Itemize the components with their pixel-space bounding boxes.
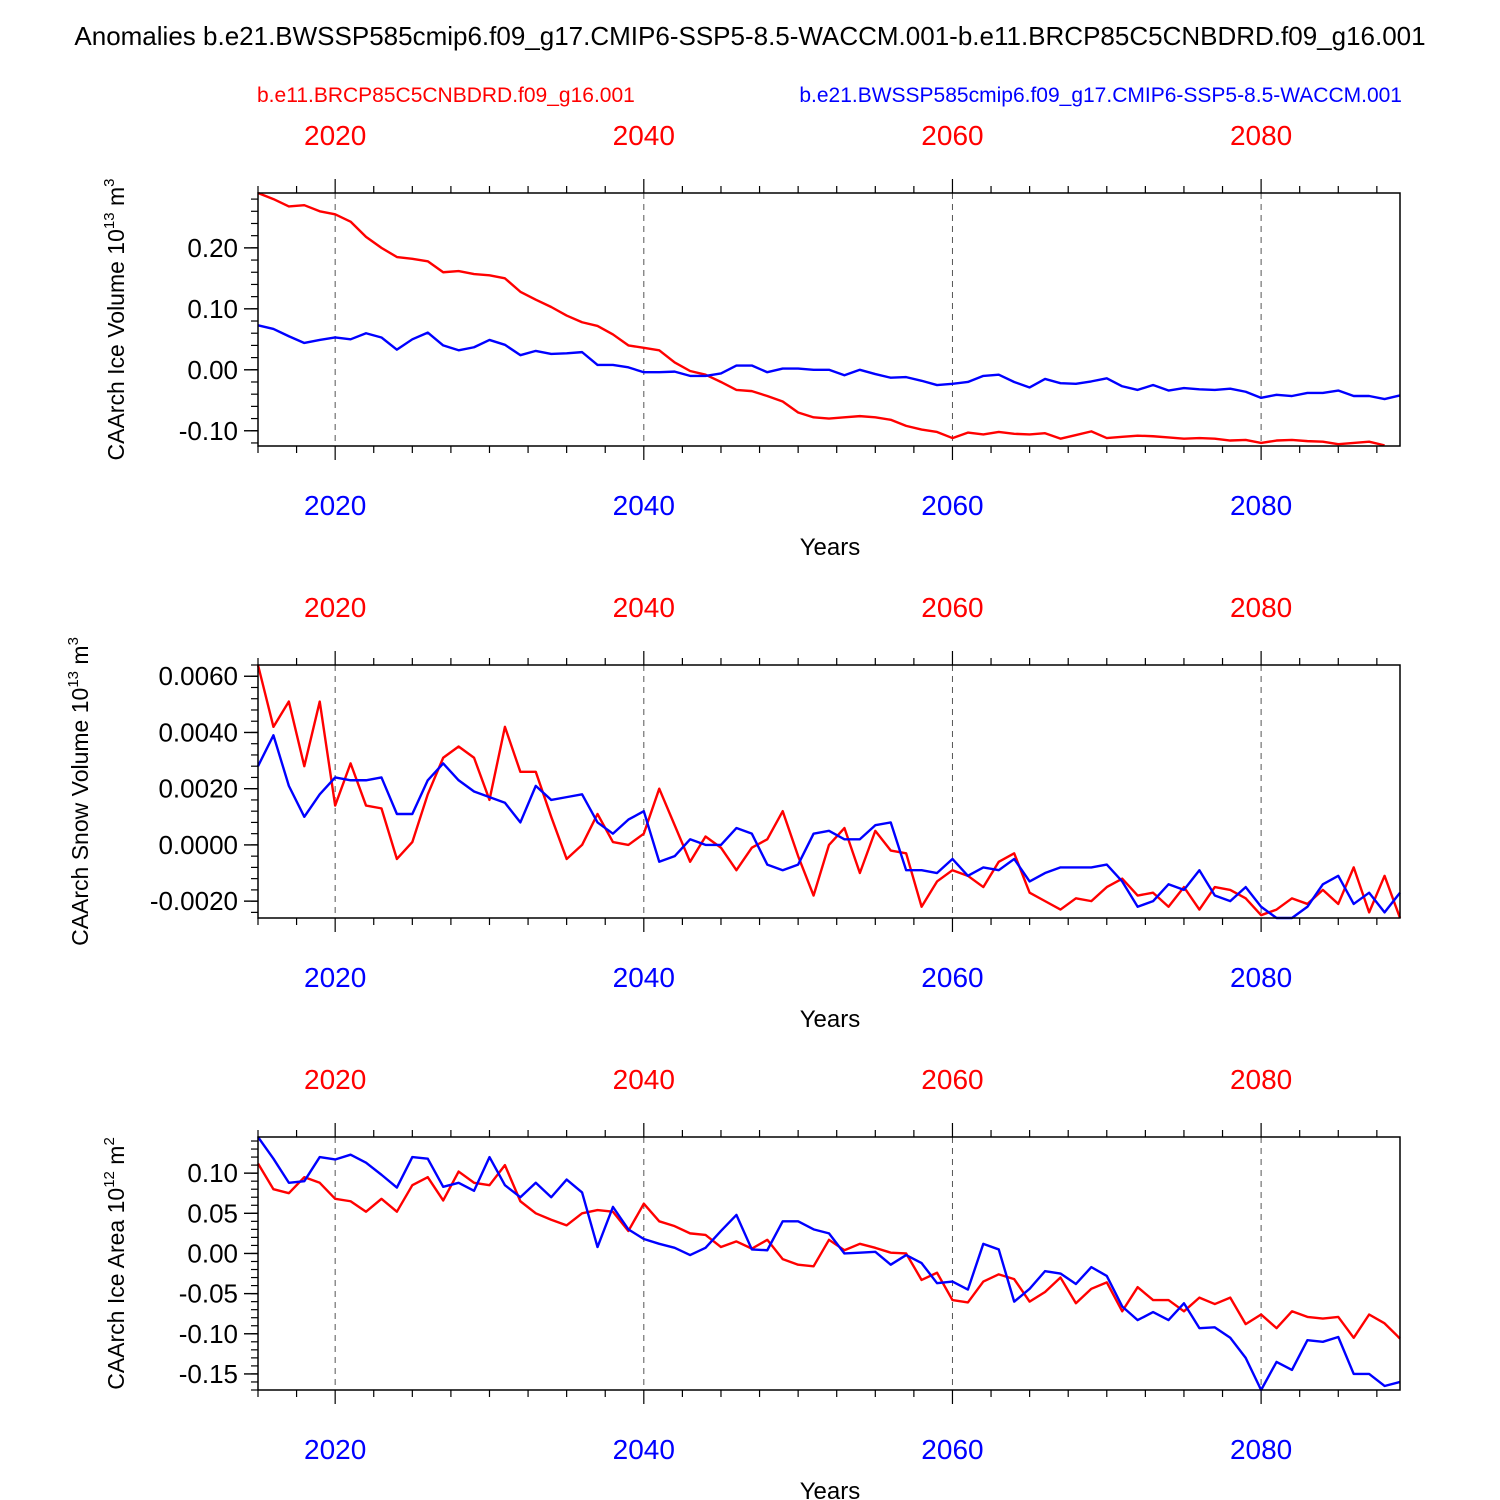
y-axis-label: CAArch Ice Area 1012 m2 xyxy=(101,1137,129,1390)
y-tick-label: 0.0060 xyxy=(158,661,238,691)
series-line-blue xyxy=(257,1136,1401,1392)
x-tick-label-top: 2060 xyxy=(921,592,983,623)
top-margin xyxy=(257,1107,1401,1136)
x-tick-label-bottom: 2060 xyxy=(921,1434,983,1465)
x-tick-label-top: 2060 xyxy=(921,120,983,151)
x-axis-label: Years xyxy=(800,534,861,561)
x-tick-label-top: 2040 xyxy=(613,120,675,151)
chart-title: Anomalies b.e21.BWSSP585cmip6.f09_g17.CM… xyxy=(74,21,1425,51)
y-tick-label: 0.20 xyxy=(187,233,238,263)
x-tick-label-bottom: 2020 xyxy=(304,962,366,993)
x-tick-label-top: 2020 xyxy=(304,120,366,151)
y-tick-label: 0.10 xyxy=(187,294,238,324)
y-tick-label: -0.0020 xyxy=(150,886,238,916)
x-tick-label-top: 2040 xyxy=(613,1064,675,1095)
x-tick-label-bottom: 2060 xyxy=(921,962,983,993)
plot-frame xyxy=(257,664,1401,919)
y-tick-label: -0.10 xyxy=(179,1319,238,1349)
series-line-red xyxy=(256,664,1402,919)
x-tick-label-bottom: 2080 xyxy=(1230,962,1292,993)
y-tick-label: 0.0020 xyxy=(158,774,238,804)
x-axis-label: Years xyxy=(800,1006,861,1033)
x-tick-label-bottom: 2080 xyxy=(1230,490,1292,521)
top-margin xyxy=(257,635,1401,664)
plot-frame xyxy=(257,192,1401,447)
series-line-blue xyxy=(256,734,1401,920)
x-tick-label-bottom: 2040 xyxy=(613,1434,675,1465)
x-tick-label-top: 2040 xyxy=(613,592,675,623)
x-tick-label-top: 2080 xyxy=(1230,1064,1292,1095)
x-tick-label-top: 2080 xyxy=(1230,592,1292,623)
x-tick-label-bottom: 2020 xyxy=(304,490,366,521)
x-tick-label-bottom: 2040 xyxy=(613,490,675,521)
chart-panel-1: 0.20 0.10 0.00 -0.10 2020 2020 2040 2040 2060 206… xyxy=(101,120,1401,561)
x-tick-label-bottom: 2060 xyxy=(921,490,983,521)
y-tick-label: 0.00 xyxy=(187,355,238,385)
series-line-red xyxy=(256,1162,1401,1340)
y-tick-label: -0.10 xyxy=(179,416,238,446)
chart-panel-2: 0.0060 0.0040 0.0020 0.0000 -0.0020 2020 2020 2… xyxy=(65,592,1402,1033)
series-line-blue xyxy=(257,324,1401,401)
y-tick-label: -0.15 xyxy=(179,1359,238,1389)
x-tick-label-bottom: 2020 xyxy=(304,1434,366,1465)
y-axis-label: CAArch Snow Volume 1013 m3 xyxy=(65,637,93,946)
y-tick-label: 0.0040 xyxy=(158,717,238,747)
x-tick-label-bottom: 2040 xyxy=(613,962,675,993)
y-tick-label: 0.05 xyxy=(187,1198,238,1228)
y-tick-label: 0.0000 xyxy=(158,830,238,860)
chart-panel-3: 0.10 0.05 0.00 -0.05 -0.10 -0.15 2020 2020 2040 2… xyxy=(101,1064,1401,1500)
y-tick-label: 0.00 xyxy=(187,1238,238,1268)
y-axis-label: CAArch Ice Volume 1013 m3 xyxy=(101,179,129,461)
x-tick-label-top: 2020 xyxy=(304,1064,366,1095)
x-tick-label-bottom: 2080 xyxy=(1230,1434,1292,1465)
y-tick-label: 0.10 xyxy=(187,1158,238,1188)
x-tick-label-top: 2060 xyxy=(921,1064,983,1095)
plot-frame xyxy=(257,1136,1401,1391)
top-margin xyxy=(257,163,1401,192)
legend-blue-label: b.e21.BWSSP585cmip6.f09_g17.CMIP6-SSP5-8… xyxy=(799,84,1402,107)
x-axis-label: Years xyxy=(800,1478,861,1500)
x-tick-label-top: 2080 xyxy=(1230,120,1292,151)
x-tick-label-top: 2020 xyxy=(304,592,366,623)
series-line-red xyxy=(257,191,1385,447)
legend-red-label: b.e11.BRCP85C5CNBDRD.f09_g16.001 xyxy=(257,84,635,107)
y-tick-label: -0.05 xyxy=(179,1279,238,1309)
